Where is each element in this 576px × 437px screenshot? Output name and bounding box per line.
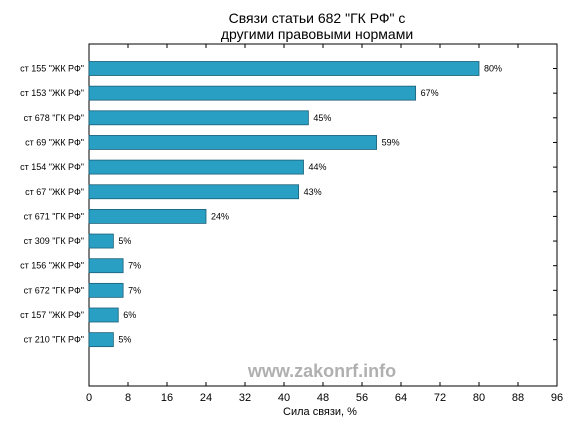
- value-label: 45%: [313, 113, 331, 123]
- value-label: 44%: [309, 162, 327, 172]
- x-tick-label: 80: [473, 392, 485, 404]
- value-label: 5%: [118, 236, 131, 246]
- x-tick-label: 24: [200, 392, 212, 404]
- category-label: ст 155 "ЖК РФ": [20, 64, 84, 74]
- bar: [88, 258, 124, 274]
- value-label: 5%: [118, 335, 131, 345]
- bar: [88, 307, 119, 323]
- bar: [88, 135, 378, 150]
- category-label: ст 69 "ЖК РФ": [25, 137, 84, 147]
- chart-title: Связи статьи 682 "ГК РФ" с другими право…: [221, 10, 413, 42]
- category-label: ст 157 "ЖК РФ": [20, 310, 84, 320]
- category-label: ст 156 "ЖК РФ": [20, 261, 84, 271]
- bar: [88, 61, 480, 76]
- x-tick-label: 0: [86, 392, 92, 404]
- chart-title-line-1: Связи статьи 682 "ГК РФ" с: [229, 10, 406, 26]
- value-label: 80%: [484, 64, 502, 74]
- bar: [88, 85, 417, 101]
- category-label: ст 672 "ГК РФ": [24, 285, 84, 295]
- bar: [88, 208, 207, 224]
- category-label: ст 210 "ГК РФ": [24, 335, 84, 345]
- x-tick-label: 96: [551, 392, 563, 404]
- value-label: 7%: [128, 261, 141, 271]
- x-tick-label: 64: [395, 392, 407, 404]
- value-label: 6%: [123, 310, 136, 320]
- category-label: ст 67 "ЖК РФ": [25, 187, 84, 197]
- category-label: ст 154 "ЖК РФ": [20, 162, 84, 172]
- x-tick-label: 8: [125, 392, 131, 404]
- bar: [88, 233, 114, 249]
- x-axis-label: Сила связи, %: [283, 406, 357, 418]
- value-label: 67%: [421, 88, 439, 98]
- value-label: 59%: [382, 137, 400, 147]
- bar: [88, 110, 309, 126]
- x-tick-label: 32: [239, 392, 251, 404]
- value-label: 43%: [304, 187, 322, 197]
- bar: [88, 159, 304, 175]
- value-label: 7%: [128, 285, 141, 295]
- category-label: ст 678 "ГК РФ": [24, 113, 84, 123]
- value-label: 24%: [211, 211, 229, 221]
- category-label: ст 309 "ГК РФ": [24, 236, 84, 246]
- bar: [88, 282, 124, 298]
- x-tick-label: 40: [278, 392, 290, 404]
- bar: [88, 332, 114, 348]
- x-tick-label: 16: [161, 392, 173, 404]
- bar: [88, 184, 300, 200]
- watermark: www.zakonrf.info: [247, 361, 396, 381]
- category-label: ст 671 "ГК РФ": [24, 211, 84, 221]
- x-tick-label: 88: [512, 392, 524, 404]
- x-tick-label: 56: [356, 392, 368, 404]
- x-tick-label: 72: [434, 392, 446, 404]
- chart-title-line-2: другими правовыми нормами: [221, 26, 413, 42]
- x-tick-label: 48: [317, 392, 329, 404]
- category-label: ст 153 "ЖК РФ": [20, 88, 84, 98]
